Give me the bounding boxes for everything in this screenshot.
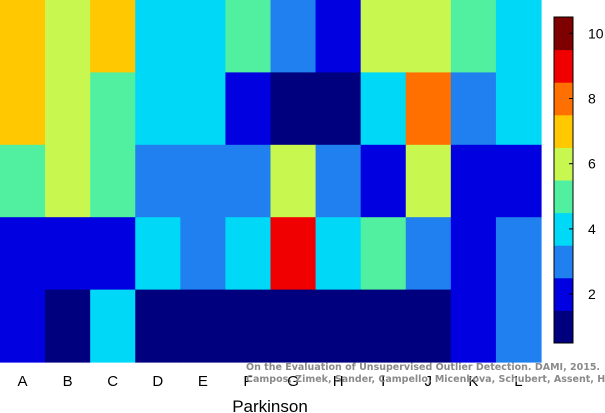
heatmap-cell-r1-A bbox=[0, 0, 46, 73]
x-tick-F: F bbox=[243, 373, 252, 390]
heatmap-cell-r5-E bbox=[180, 289, 227, 363]
heatmap-cell-r3-C bbox=[90, 144, 136, 218]
heatmap-cell-r5-K bbox=[450, 289, 497, 363]
heatmap-cell-r1-K bbox=[450, 0, 497, 73]
heatmap-cell-r2-C bbox=[90, 72, 136, 146]
heatmap-cell-r3-H bbox=[315, 144, 362, 218]
colorbar-tick-2: 2 bbox=[588, 286, 596, 302]
heatmap-cell-r3-J bbox=[405, 144, 452, 218]
heatmap-cell-r2-G bbox=[270, 72, 317, 146]
heatmap-cell-r1-B bbox=[45, 0, 91, 73]
heatmap-cell-r5-D bbox=[135, 289, 181, 363]
heatmap-cell-r1-D bbox=[135, 0, 181, 73]
colorbar-segment-10 bbox=[554, 17, 573, 51]
heatmap-cell-r1-I bbox=[360, 0, 407, 73]
x-tick-D: D bbox=[152, 373, 163, 390]
heatmap-cell-r2-L bbox=[495, 72, 542, 146]
heatmap-cell-r2-F bbox=[225, 72, 272, 146]
heatmap-cell-r4-G bbox=[270, 217, 317, 291]
x-tick-labels: A B C D E F G H I J K L bbox=[18, 373, 523, 390]
heatmap-cell-r5-B bbox=[45, 289, 91, 363]
heatmap-cell-r1-E bbox=[180, 0, 227, 73]
x-tick-L: L bbox=[514, 373, 522, 390]
credit-line-2: Campos, Zimek, Sander, Campello, Micenko… bbox=[246, 374, 605, 385]
heatmap-cell-r4-E bbox=[180, 217, 227, 291]
heatmap-cell-r5-F bbox=[225, 289, 272, 363]
heatmap-cell-r3-A bbox=[0, 144, 46, 218]
colorbar-tick-8: 8 bbox=[588, 91, 596, 107]
heatmap-cell-r3-B bbox=[45, 144, 91, 218]
heatmap-cell-r1-F bbox=[225, 0, 272, 73]
colorbar-tick-10: 10 bbox=[588, 25, 604, 41]
heatmap-cell-r2-B bbox=[45, 72, 91, 146]
credit-line-1: On the Evaluation of Unsupervised Outlie… bbox=[246, 362, 601, 373]
x-tick-J: J bbox=[425, 373, 433, 390]
heatmap-cell-r5-J bbox=[405, 289, 452, 363]
heatmap-cell-r5-A bbox=[0, 289, 46, 363]
colorbar-segment-5 bbox=[554, 180, 573, 214]
heatmap-cell-r3-K bbox=[450, 144, 497, 218]
heatmap-cell-r3-F bbox=[225, 144, 272, 218]
colorbar-tick-6: 6 bbox=[588, 156, 596, 172]
colorbar-segment-4 bbox=[554, 212, 573, 246]
colorbar-tick-4: 4 bbox=[588, 221, 596, 237]
heatmap-cell-r1-G bbox=[270, 0, 317, 73]
heatmap-cell-r3-L bbox=[495, 144, 542, 218]
heatmap-cell-r4-J bbox=[405, 217, 452, 291]
heatmap-cell-r2-D bbox=[135, 72, 181, 146]
heatmap-cell-r5-C bbox=[90, 289, 136, 363]
heatmap-cell-r2-I bbox=[360, 72, 407, 146]
heatmap-cell-r2-K bbox=[450, 72, 497, 146]
heatmap-cell-r4-K bbox=[450, 217, 497, 291]
heatmap-cell-r3-G bbox=[270, 144, 317, 218]
heatmap-cell-r5-I bbox=[360, 289, 407, 363]
x-tick-K: K bbox=[468, 373, 478, 390]
heatmap-cell-r1-C bbox=[90, 0, 136, 73]
x-tick-E: E bbox=[198, 373, 208, 390]
colorbar-border bbox=[553, 16, 574, 344]
heatmap-cell-r3-D bbox=[135, 144, 181, 218]
heatmap-cell-r2-A bbox=[0, 72, 46, 146]
heatmap-cell-r1-H bbox=[315, 0, 362, 73]
x-tick-H: H bbox=[333, 373, 344, 390]
heatmap-cell-r5-L bbox=[495, 289, 542, 363]
heatmap-cell-r4-B bbox=[45, 217, 91, 291]
colorbar-tick-labels: 2 4 6 8 10 bbox=[569, 25, 604, 302]
x-tick-C: C bbox=[107, 373, 118, 390]
heatmap-cell-r2-E bbox=[180, 72, 227, 146]
heatmap-cell-r3-I bbox=[360, 144, 407, 218]
colorbar-segment-8 bbox=[554, 82, 573, 116]
heatmap-cell-r4-I bbox=[360, 217, 407, 291]
x-tick-I: I bbox=[381, 373, 385, 390]
colorbar-segment-2 bbox=[554, 277, 573, 311]
colorbar-segment-1 bbox=[554, 310, 573, 344]
heatmap-cells bbox=[0, 0, 542, 363]
heatmap-cell-r4-D bbox=[135, 217, 181, 291]
heatmap-cell-r2-H bbox=[315, 72, 362, 146]
heatmap-cell-r4-H bbox=[315, 217, 362, 291]
heatmap-cell-r4-F bbox=[225, 217, 272, 291]
colorbar-segment-6 bbox=[554, 147, 573, 181]
x-axis-label: Parkinson bbox=[232, 397, 308, 413]
x-tick-B: B bbox=[63, 373, 73, 390]
heatmap-cell-r2-J bbox=[405, 72, 452, 146]
x-tick-G: G bbox=[287, 373, 299, 390]
heatmap-cell-r1-L bbox=[495, 0, 542, 73]
heatmap-cell-r5-H bbox=[315, 289, 362, 363]
colorbar-segment-7 bbox=[554, 114, 573, 148]
colorbar-segment-9 bbox=[554, 49, 573, 83]
colorbar bbox=[553, 16, 574, 344]
heatmap-cell-r4-C bbox=[90, 217, 136, 291]
heatmap-cell-r3-E bbox=[180, 144, 227, 218]
heatmap-cell-r1-J bbox=[405, 0, 452, 73]
heatmap-cell-r5-G bbox=[270, 289, 317, 363]
heatmap-cell-r4-L bbox=[495, 217, 542, 291]
x-tick-A: A bbox=[18, 373, 28, 390]
colorbar-segment-3 bbox=[554, 245, 573, 279]
heatmap-cell-r4-A bbox=[0, 217, 46, 291]
